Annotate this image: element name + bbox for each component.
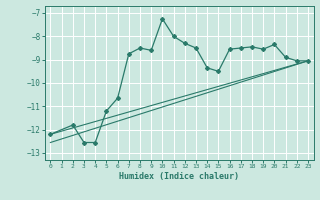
X-axis label: Humidex (Indice chaleur): Humidex (Indice chaleur) [119,172,239,181]
